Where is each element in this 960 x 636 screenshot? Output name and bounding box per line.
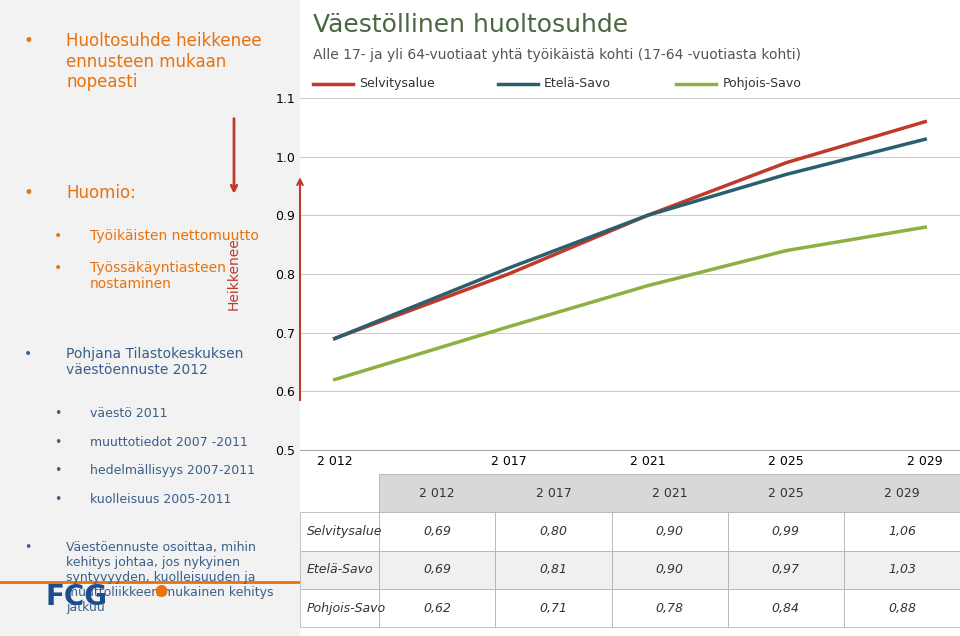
Text: Selvitysalue: Selvitysalue [359,77,435,90]
Text: •: • [54,229,62,243]
Bar [495,551,612,589]
Text: Huoltosuhde heikkenee
ennusteen mukaan
nopeasti: Huoltosuhde heikkenee ennusteen mukaan n… [66,32,262,92]
Text: kuolleisuus 2005-2011: kuolleisuus 2005-2011 [90,493,231,506]
Bar [495,589,612,627]
Bar [728,513,844,551]
Bar [300,513,379,551]
Text: 0,90: 0,90 [656,525,684,538]
Text: 0,97: 0,97 [772,563,800,576]
Text: 0,69: 0,69 [423,563,451,576]
Text: Työikäisten nettomuutto: Työikäisten nettomuutto [90,229,259,243]
Text: 1,06: 1,06 [888,525,916,538]
Text: 1,03: 1,03 [888,563,916,576]
Bar [844,551,960,589]
Text: Heikkenee: Heikkenee [227,238,241,310]
Text: Pohjois-Savo: Pohjois-Savo [306,602,386,614]
Bar [495,513,612,551]
Text: 0,71: 0,71 [540,602,567,614]
Bar [612,551,728,589]
Text: •: • [150,577,171,611]
Text: 0,62: 0,62 [423,602,451,614]
Text: Alle 17- ja yli 64-vuotiaat yhtä työikäistä kohti (17-64 -vuotiasta kohti): Alle 17- ja yli 64-vuotiaat yhtä työikäi… [313,48,802,62]
Text: Selvitysalue: Selvitysalue [306,525,382,538]
Text: muuttotiedot 2007 -2011: muuttotiedot 2007 -2011 [90,436,248,448]
Bar [379,474,960,513]
Bar [728,589,844,627]
Text: 0,84: 0,84 [772,602,800,614]
Bar [728,551,844,589]
Text: •: • [24,347,33,361]
Text: Etelä-Savo: Etelä-Savo [544,77,612,90]
Text: Pohjois-Savo: Pohjois-Savo [723,77,802,90]
Bar [300,551,379,589]
Bar [379,551,495,589]
Text: Työssäkäyntiasteen
nostaminen: Työssäkäyntiasteen nostaminen [90,261,226,291]
Bar [844,513,960,551]
Text: Lähde: Tilastokeskus: Lähde: Tilastokeskus [845,478,960,488]
Text: Väestöllinen huoltosuhde: Väestöllinen huoltosuhde [313,13,629,37]
Text: •: • [54,261,62,275]
Text: •: • [24,184,34,202]
Text: Väestöennuste osoittaa, mihin
kehitys johtaa, jos nykyinen
syntyvyyden, kuolleis: Väestöennuste osoittaa, mihin kehitys jo… [66,541,274,614]
Bar [612,513,728,551]
Text: 0,99: 0,99 [772,525,800,538]
Text: 0,88: 0,88 [888,602,916,614]
Text: hedelmällisyys 2007-2011: hedelmällisyys 2007-2011 [90,464,255,477]
Text: 0,80: 0,80 [540,525,567,538]
Bar [612,589,728,627]
Text: 2 021: 2 021 [652,487,687,500]
Text: •: • [24,541,32,553]
Text: •: • [54,493,61,506]
Text: 0,90: 0,90 [656,563,684,576]
Text: väestö 2011: väestö 2011 [90,407,167,420]
Text: •: • [24,32,34,50]
Text: •: • [54,464,61,477]
Text: Huomio:: Huomio: [66,184,136,202]
Bar [379,513,495,551]
Text: 0,81: 0,81 [540,563,567,576]
Text: •: • [54,436,61,448]
Text: 0,69: 0,69 [423,525,451,538]
Text: FCG: FCG [45,583,107,611]
Bar [300,589,379,627]
Text: 2 025: 2 025 [768,487,804,500]
Bar [844,589,960,627]
Text: •: • [54,407,61,420]
Text: 0,78: 0,78 [656,602,684,614]
Bar [379,589,495,627]
Text: Pohjana Tilastokeskuksen
väestöennuste 2012: Pohjana Tilastokeskuksen väestöennuste 2… [66,347,244,377]
Text: 2 017: 2 017 [536,487,571,500]
Text: 2 029: 2 029 [884,487,920,500]
Text: 2 012: 2 012 [420,487,455,500]
Text: Etelä-Savo: Etelä-Savo [306,563,373,576]
